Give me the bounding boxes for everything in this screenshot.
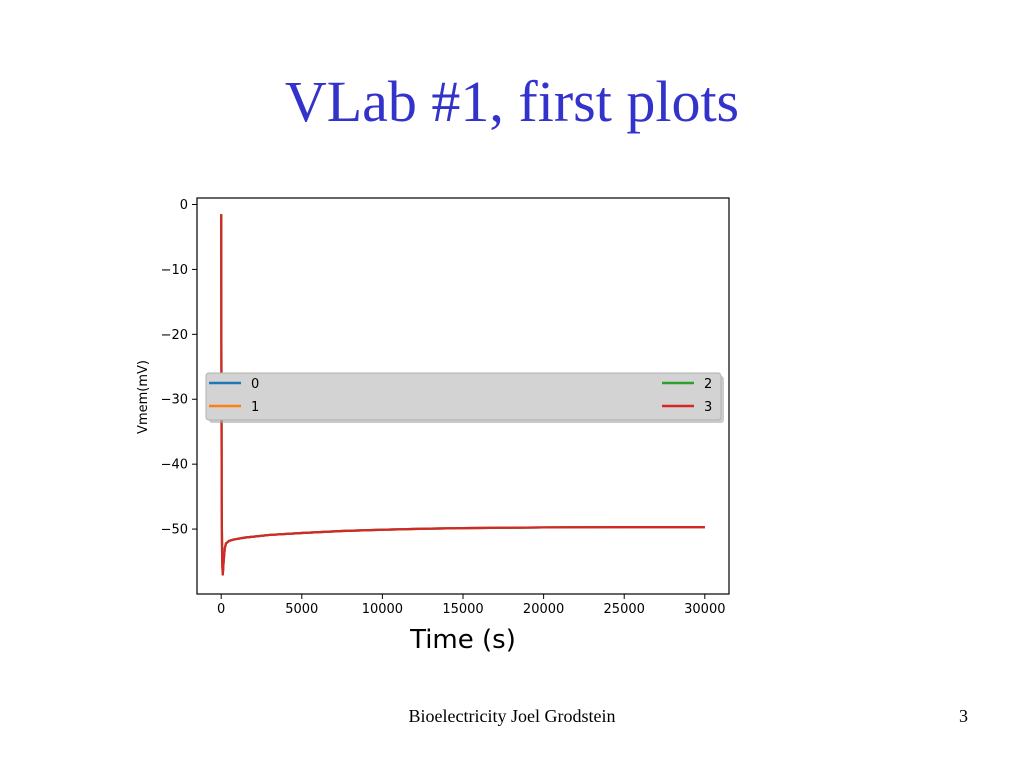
- x-axis-label: Time (s): [409, 625, 516, 655]
- slide-title: VLab #1, first plots: [284, 69, 740, 134]
- x-tick-label: 15000: [442, 602, 483, 617]
- y-tick-label: 0: [180, 198, 188, 213]
- page-number: 3: [959, 706, 968, 726]
- x-tick-label: 5000: [285, 602, 318, 617]
- y-tick-label: −40: [161, 458, 188, 473]
- x-tick-label: 30000: [684, 602, 725, 617]
- series-line-3: [220, 214, 705, 576]
- y-axis-label: Vmem(mV): [136, 360, 151, 434]
- x-tick-label: 25000: [604, 602, 645, 617]
- legend-label-3: 3: [704, 400, 712, 415]
- axis-ticks: 0 5000 10000 15000 20000 25000 30000 0 −10 −20 −30…: [161, 198, 726, 617]
- y-tick-label: −50: [161, 523, 188, 538]
- legend-label-2: 2: [704, 377, 712, 392]
- x-tick-label: 20000: [523, 602, 564, 617]
- vmem-chart: 0 5000 10000 15000 20000 25000 30000 0 −10 −20 −30…: [136, 197, 730, 655]
- plot-frame: [196, 197, 730, 595]
- x-tick-label: 0: [217, 602, 225, 617]
- legend-box: [205, 372, 722, 421]
- y-tick-label: −20: [161, 328, 188, 343]
- legend-label-1: 1: [251, 400, 259, 415]
- x-tick-label: 10000: [362, 602, 403, 617]
- series-lines: [220, 214, 705, 576]
- y-tick-label: −10: [161, 263, 188, 278]
- legend-label-0: 0: [251, 377, 259, 392]
- legend: 0 1 2 3: [205, 372, 724, 423]
- y-tick-label: −30: [161, 393, 188, 408]
- footer-text: Bioelectricity Joel Grodstein: [408, 706, 616, 726]
